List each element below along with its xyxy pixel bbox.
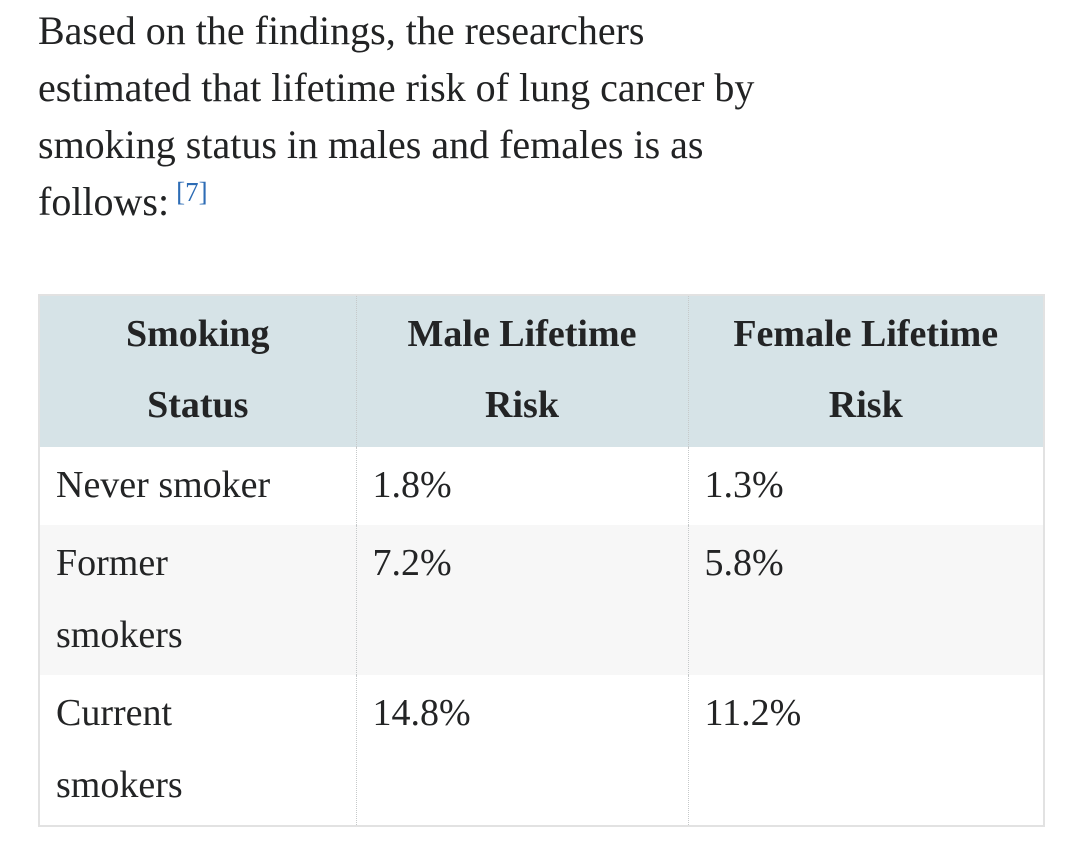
cell-male-risk: 1.8% bbox=[355, 446, 688, 526]
intro-paragraph: Based on the findings, the researchers e… bbox=[38, 2, 1043, 230]
table-header: Smoking Status Male Lifetime Risk Female… bbox=[39, 295, 1044, 447]
cell-male-risk: 14.8% bbox=[355, 675, 688, 827]
table-row: Never smoker 1.8% 1.3% bbox=[39, 446, 1044, 526]
column-header-female-lifetime-risk: Female Lifetime Risk bbox=[687, 295, 1044, 447]
table-row: Former smokers 7.2% 5.8% bbox=[39, 525, 1044, 676]
table-body: Never smoker 1.8% 1.3% Former smokers 7.… bbox=[39, 446, 1044, 827]
column-header-male-lifetime-risk: Male Lifetime Risk bbox=[355, 295, 688, 447]
cell-smoking-status: Current smokers bbox=[39, 675, 356, 827]
paragraph-line: smoking status in males and females is a… bbox=[38, 122, 704, 167]
paragraph-line: estimated that lifetime risk of lung can… bbox=[38, 65, 755, 110]
cell-text: Never smoker bbox=[56, 463, 271, 506]
column-header-label: Male Lifetime Risk bbox=[407, 313, 637, 427]
paragraph-line-text: follows: bbox=[38, 179, 170, 224]
article-page: Based on the findings, the researchers e… bbox=[38, 2, 1045, 828]
column-header-label: Female Lifetime Risk bbox=[733, 313, 999, 427]
cell-female-risk: 5.8% bbox=[687, 525, 1044, 676]
table-row: Current smokers 14.8% 11.2% bbox=[39, 675, 1044, 827]
cell-smoking-status: Former smokers bbox=[39, 525, 356, 676]
column-header-label: Smoking Status bbox=[125, 313, 270, 427]
lifetime-risk-table: Smoking Status Male Lifetime Risk Female… bbox=[38, 294, 1045, 828]
citation-label: [7] bbox=[176, 177, 208, 207]
cell-text: Current smokers bbox=[56, 692, 183, 806]
paragraph-line: Based on the findings, the researchers bbox=[38, 8, 645, 53]
citation-link[interactable]: [7] bbox=[169, 179, 207, 224]
cell-female-risk: 11.2% bbox=[687, 675, 1044, 827]
cell-female-risk: 1.3% bbox=[687, 446, 1044, 526]
cell-text: Former smokers bbox=[56, 542, 183, 656]
cell-male-risk: 7.2% bbox=[355, 525, 688, 676]
paragraph-line: follows: [7] bbox=[38, 173, 1043, 230]
cell-smoking-status: Never smoker bbox=[39, 446, 356, 526]
table-header-row: Smoking Status Male Lifetime Risk Female… bbox=[39, 295, 1044, 447]
column-header-smoking-status: Smoking Status bbox=[39, 295, 356, 447]
